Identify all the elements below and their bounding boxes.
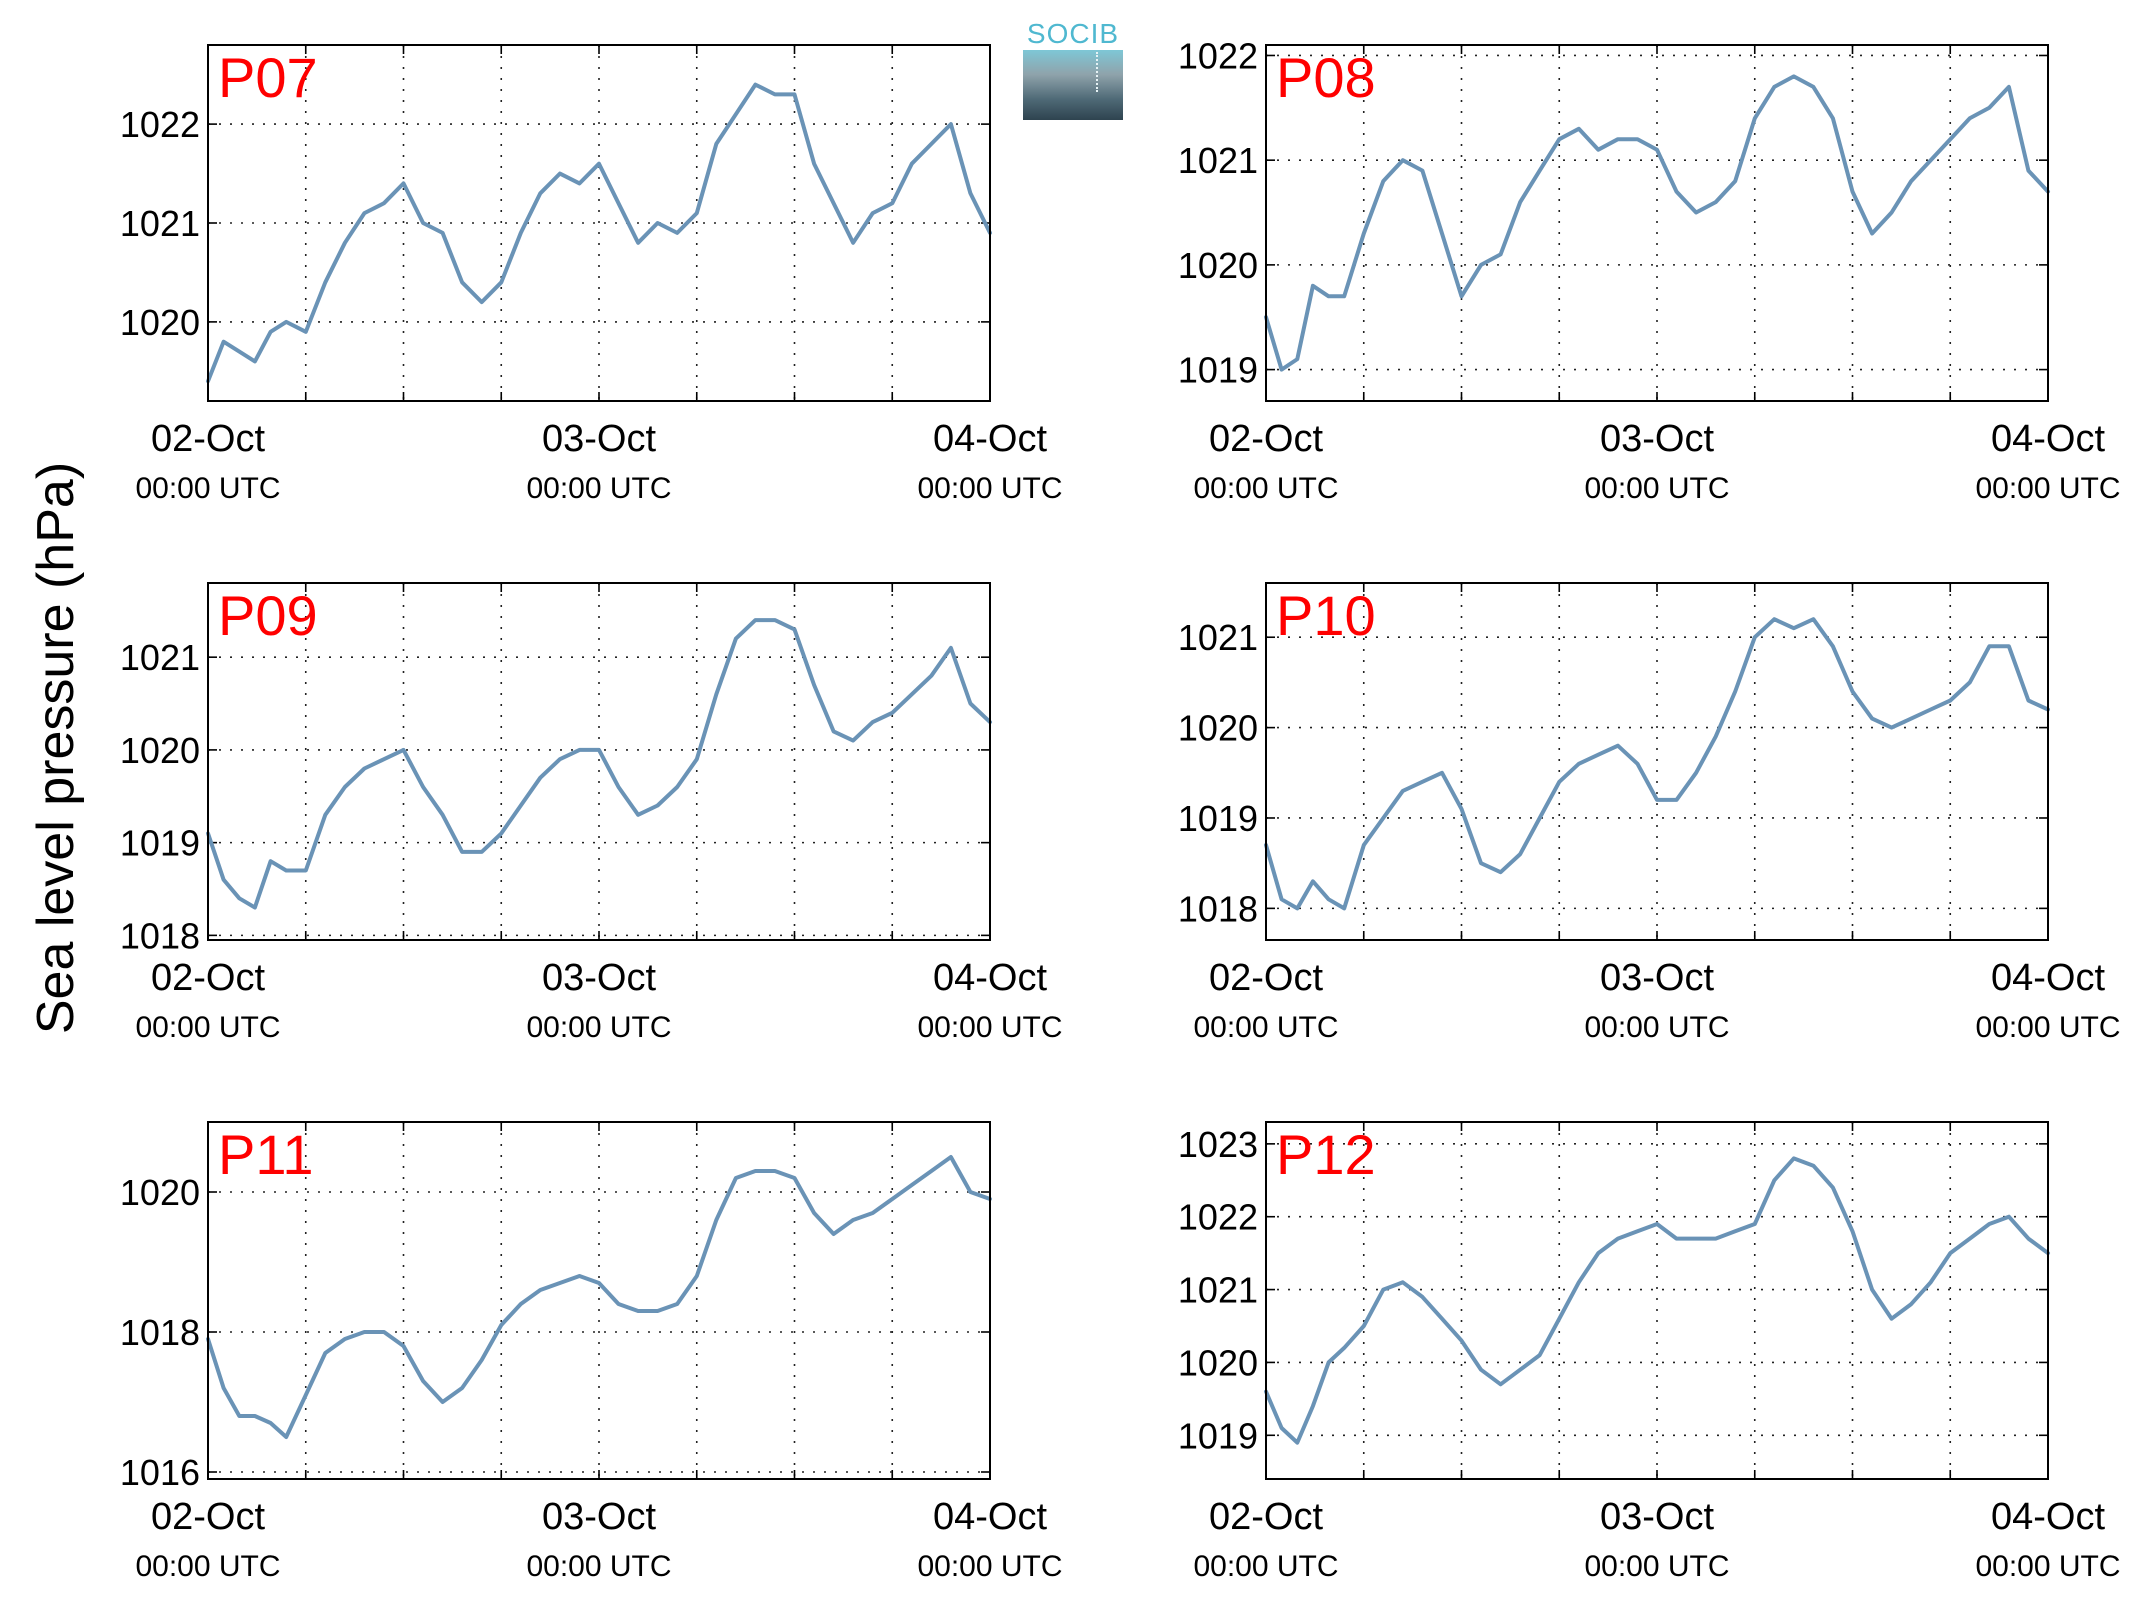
panel-label: P10 <box>1276 584 1376 647</box>
y-tick-label: 1021 <box>120 637 200 678</box>
y-tick-label: 1020 <box>120 1172 200 1213</box>
x-tick-time: 00:00 UTC <box>526 1550 671 1583</box>
series-line <box>1264 617 2050 911</box>
series-line <box>1264 74 2050 372</box>
plot-frame <box>1265 582 2049 941</box>
x-tick-date: 02-Oct <box>1209 957 1323 999</box>
plot-frame <box>207 1121 991 1480</box>
x-tick-date: 02-Oct <box>151 957 265 999</box>
x-tick-date: 04-Oct <box>1991 418 2105 460</box>
x-tick-time: 00:00 UTC <box>1975 1550 2120 1583</box>
y-tick-label: 1018 <box>1178 888 1258 929</box>
logo-mark <box>1096 52 1098 92</box>
y-tick-label: 1021 <box>1178 617 1258 658</box>
plot-frame <box>207 44 991 402</box>
panel-p07: 1020 1021 1022 P07 02-Oct 00:00 UTC 03-Oct 00:0… <box>120 44 1063 505</box>
x-tick-date: 03-Oct <box>1600 1496 1714 1538</box>
y-tick-label: 1020 <box>120 302 200 343</box>
panel-label: P12 <box>1276 1123 1376 1186</box>
x-tick-time: 00:00 UTC <box>1193 472 1338 505</box>
x-tick-time: 00:00 UTC <box>1193 1011 1338 1044</box>
x-tick-time: 00:00 UTC <box>135 472 280 505</box>
series-line <box>206 82 992 384</box>
x-tick-time: 00:00 UTC <box>1584 1011 1729 1044</box>
logo-graphic <box>1023 50 1123 120</box>
panel-label: P11 <box>218 1123 313 1186</box>
logo-text: SOCIB <box>1026 18 1120 49</box>
y-tick-label: 1019 <box>120 823 200 864</box>
y-tick-label: 1018 <box>120 1312 200 1353</box>
plot-frame <box>207 582 991 941</box>
x-tick-date: 04-Oct <box>933 418 1047 460</box>
x-tick-time: 00:00 UTC <box>1584 1550 1729 1583</box>
y-tick-label: 1020 <box>1178 1342 1258 1383</box>
x-tick-date: 02-Oct <box>151 1496 265 1538</box>
x-tick-time: 00:00 UTC <box>526 1011 671 1044</box>
y-tick-label: 1016 <box>120 1452 200 1493</box>
x-tick-time: 00:00 UTC <box>917 1011 1062 1044</box>
panel-p09: 1018 1019 1020 1021 P09 02-Oct 00:00 UTC 03-Oct… <box>120 582 1063 1044</box>
y-tick-label: 1022 <box>1178 1197 1258 1238</box>
plot-frame <box>1265 1121 2049 1480</box>
x-tick-date: 03-Oct <box>542 957 656 999</box>
x-tick-time: 00:00 UTC <box>1975 1011 2120 1044</box>
x-tick-time: 00:00 UTC <box>135 1550 280 1583</box>
x-tick-time: 00:00 UTC <box>1975 472 2120 505</box>
x-tick-date: 04-Oct <box>1991 957 2105 999</box>
panel-p12: 1019 1020 1021 1022 1023 P12 02-Oct 00:00 UTC 03… <box>1178 1121 2121 1583</box>
x-tick-date: 02-Oct <box>151 418 265 460</box>
x-tick-date: 03-Oct <box>1600 957 1714 999</box>
x-tick-time: 00:00 UTC <box>917 472 1062 505</box>
y-tick-label: 1019 <box>1178 1415 1258 1456</box>
x-tick-time: 00:00 UTC <box>526 472 671 505</box>
x-tick-date: 04-Oct <box>1991 1496 2105 1538</box>
x-tick-date: 04-Oct <box>933 1496 1047 1538</box>
y-tick-label: 1020 <box>1178 245 1258 286</box>
x-tick-date: 02-Oct <box>1209 1496 1323 1538</box>
series-line <box>206 1155 992 1439</box>
x-tick-time: 00:00 UTC <box>135 1011 280 1044</box>
panel-p10: 1018 1019 1020 1021 P10 02-Oct 00:00 UTC 03-Oct… <box>1178 582 2121 1044</box>
y-tick-label: 1020 <box>1178 708 1258 749</box>
x-tick-date: 03-Oct <box>1600 418 1714 460</box>
y-tick-label: 1021 <box>120 203 200 244</box>
y-tick-label: 1019 <box>1178 350 1258 391</box>
y-tick-label: 1019 <box>1178 798 1258 839</box>
x-tick-date: 03-Oct <box>542 418 656 460</box>
y-tick-label: 1022 <box>120 104 200 145</box>
plot-frame <box>1265 44 2049 402</box>
x-tick-time: 00:00 UTC <box>917 1550 1062 1583</box>
x-tick-time: 00:00 UTC <box>1584 472 1729 505</box>
x-tick-date: 03-Oct <box>542 1496 656 1538</box>
series-line <box>206 618 992 910</box>
series-line <box>1264 1156 2050 1445</box>
x-tick-date: 02-Oct <box>1209 418 1323 460</box>
panel-p08: 1019 1020 1021 1022 P08 02-Oct 00:00 UTC 03-Oct… <box>1178 35 2121 505</box>
y-tick-label: 1022 <box>1178 35 1258 76</box>
y-tick-label: 1020 <box>120 730 200 771</box>
panel-label: P07 <box>218 46 318 109</box>
panel-label: P08 <box>1276 46 1376 109</box>
socib-logo: SOCIB <box>1023 18 1123 120</box>
y-tick-label: 1021 <box>1178 1270 1258 1311</box>
x-tick-date: 04-Oct <box>933 957 1047 999</box>
panel-p11: 1016 1018 1020 P11 02-Oct 00:00 UTC 03-Oct 00:0… <box>120 1121 1063 1583</box>
y-tick-label: 1023 <box>1178 1124 1258 1165</box>
y-tick-label: 1018 <box>120 915 200 956</box>
y-tick-label: 1021 <box>1178 140 1258 181</box>
x-tick-time: 00:00 UTC <box>1193 1550 1338 1583</box>
panel-label: P09 <box>218 584 318 647</box>
